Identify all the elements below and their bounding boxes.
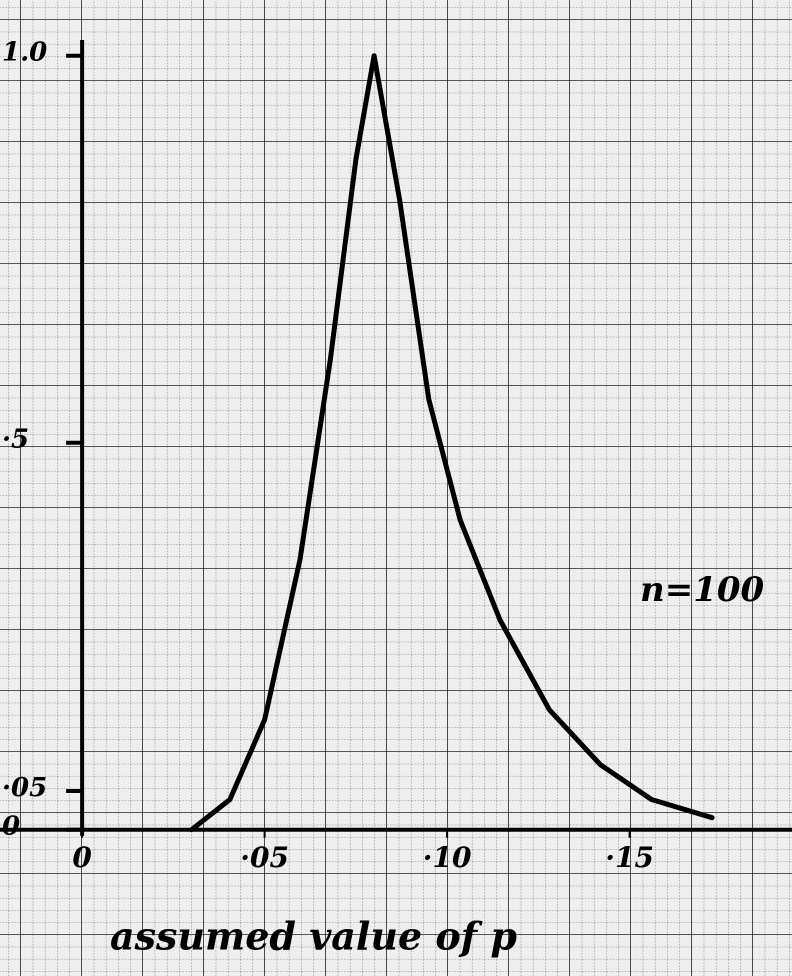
data-line — [189, 53, 715, 833]
x-tick-label: 0 — [72, 841, 92, 874]
annotation: n=100 — [640, 570, 765, 610]
y-tick-label: 1.0 — [2, 38, 47, 68]
y-tick-label: ·05 — [2, 773, 47, 803]
x-tick-label: ·05 — [240, 841, 289, 874]
x-axis-label: assumed value of p — [110, 914, 517, 959]
x-tick-label: ·10 — [423, 841, 472, 874]
y-tick-label: 0 — [2, 812, 20, 842]
x-tick-label: ·15 — [605, 841, 654, 874]
y-tick-label: ·5 — [2, 425, 29, 455]
